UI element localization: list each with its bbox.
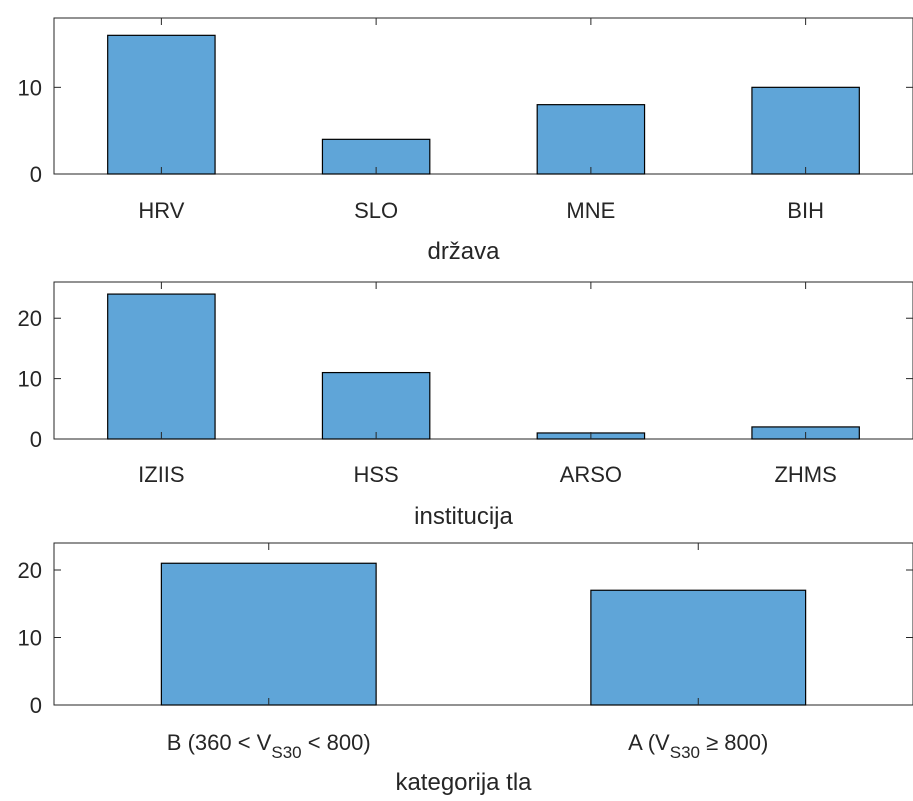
y-tick-label: 20 — [18, 306, 42, 331]
chart-panel-3: B (360 < VS30 < 800) A (VS30 ≥ 800) 0 10 20 k… — [18, 542, 913, 796]
x-axis-label: kategorija tla — [395, 769, 532, 796]
y-tick-label: 0 — [30, 162, 42, 187]
x-tick-label: HRV — [138, 198, 184, 223]
chart-panel-2: IZIIS HSS ARSO ZHMS 0 10 20 institucija — [18, 281, 913, 530]
bar — [590, 589, 807, 706]
y-tick-label: 10 — [18, 367, 42, 392]
y-tick-label: 0 — [30, 693, 42, 718]
y-tick-label: 20 — [18, 558, 42, 583]
x-tick-label: BIH — [787, 198, 824, 223]
chart-panel-1: HRV SLO MNE BIH 0 10 država — [18, 17, 913, 265]
x-tick-label: ZHMS — [774, 462, 836, 487]
y-tick-label: 10 — [18, 75, 42, 100]
x-axis-label: institucija — [414, 503, 513, 530]
x-tick-label: IZIIS — [138, 462, 184, 487]
x-tick-label: SLO — [354, 198, 398, 223]
axes-box — [53, 17, 913, 175]
x-axis-label: država — [427, 238, 500, 265]
x-tick-label: MNE — [566, 198, 615, 223]
bar — [160, 562, 377, 706]
y-tick-label: 10 — [18, 626, 42, 651]
x-tick-label: ARSO — [560, 462, 622, 487]
y-tick-label: 0 — [30, 427, 42, 452]
bar — [107, 34, 216, 175]
x-tick-label: A (VS30 ≥ 800) — [628, 730, 768, 762]
bar — [321, 371, 431, 440]
bar — [751, 86, 860, 175]
bar — [107, 293, 216, 440]
axes-box — [53, 542, 913, 706]
x-tick-label: B (360 < VS30 < 800) — [167, 730, 371, 762]
x-tick-label: HSS — [354, 462, 399, 487]
axes-box — [53, 281, 913, 440]
bar — [536, 104, 646, 175]
